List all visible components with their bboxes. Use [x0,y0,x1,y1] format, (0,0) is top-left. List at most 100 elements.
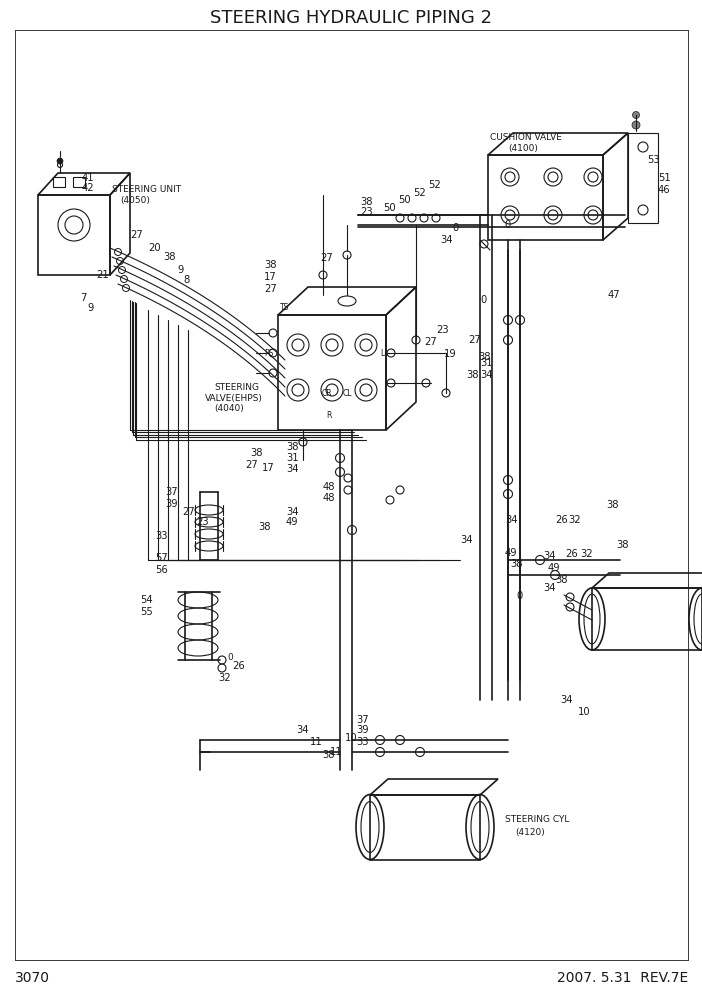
Circle shape [632,121,640,129]
Text: (4040): (4040) [214,404,244,413]
Text: 27: 27 [245,460,258,470]
Text: 33: 33 [356,737,369,747]
Text: 2007. 5.31  REV.7E: 2007. 5.31 REV.7E [557,971,688,985]
Text: 50: 50 [383,203,396,213]
Text: (4120): (4120) [515,828,545,837]
Text: 38: 38 [510,559,522,569]
Text: 31: 31 [480,358,493,368]
Text: TS: TS [280,303,289,311]
Text: 0: 0 [504,220,510,230]
Text: 38: 38 [606,500,618,510]
Text: 48: 48 [323,493,336,503]
Text: 49: 49 [505,548,517,558]
Text: 32: 32 [218,673,231,683]
Text: 51: 51 [658,173,670,183]
Text: 33: 33 [155,531,168,541]
Text: 38: 38 [250,448,263,458]
Text: 10: 10 [578,707,590,717]
Text: R: R [326,411,332,420]
Text: 38: 38 [555,575,567,585]
Text: STEERING: STEERING [214,384,259,393]
Bar [38,195,110,275]
Text: 37: 37 [356,715,369,725]
Text: 38: 38 [616,540,628,550]
Bar [370,795,480,860]
Text: 55: 55 [140,607,153,617]
Text: 34: 34 [286,464,298,474]
Text: CL: CL [343,389,352,398]
Text: 38: 38 [163,252,176,262]
Text: 34: 34 [296,725,308,735]
Text: 0: 0 [452,223,458,233]
Text: 38: 38 [264,260,277,270]
Text: 56: 56 [155,565,168,575]
Bar [53,177,65,187]
Text: (4100): (4100) [508,144,538,153]
Text: 11: 11 [330,747,343,757]
Text: 48: 48 [323,482,336,492]
Text: 19: 19 [444,349,457,359]
Text: 27: 27 [130,230,143,240]
Text: 11: 11 [310,737,323,747]
Text: 27: 27 [468,335,481,345]
Text: 34: 34 [440,235,453,245]
Text: 52: 52 [428,180,441,190]
Text: PS: PS [264,348,273,357]
Bar [488,155,603,240]
Text: 39: 39 [165,499,178,509]
Text: 38: 38 [478,352,491,362]
Text: 23: 23 [360,207,373,217]
Text: 32: 32 [580,549,592,559]
Text: 34: 34 [460,535,472,545]
Text: 38: 38 [286,442,298,452]
Text: 38: 38 [360,197,373,207]
Text: 3070: 3070 [15,971,50,985]
Bar [73,177,85,187]
Text: 31: 31 [286,453,298,463]
Text: 9: 9 [87,303,93,313]
Text: 26: 26 [555,515,568,525]
Text: CR: CR [322,389,332,398]
Text: STEERING CYL: STEERING CYL [505,814,569,823]
Circle shape [57,158,63,164]
Text: 17: 17 [262,463,274,473]
Bar [592,588,702,650]
Text: 0: 0 [480,295,486,305]
Text: 27: 27 [182,507,194,517]
Text: VALVE(EHPS): VALVE(EHPS) [205,394,263,403]
Text: 26: 26 [565,549,578,559]
Text: 49: 49 [548,563,561,573]
Text: 7: 7 [80,293,86,303]
Text: 54: 54 [140,595,152,605]
Text: 42: 42 [82,183,95,193]
Text: 38: 38 [322,750,334,760]
Text: 17: 17 [264,272,277,282]
Text: 0: 0 [516,591,522,601]
Text: 32: 32 [568,515,581,525]
Text: 37: 37 [165,487,178,497]
Text: L: L [380,348,384,357]
Text: 34: 34 [480,370,493,380]
Circle shape [633,111,640,118]
Text: 53: 53 [647,155,660,165]
Text: 57: 57 [155,553,168,563]
Text: 47: 47 [608,290,621,300]
Text: 20: 20 [148,243,161,253]
Text: 23: 23 [196,517,208,527]
Text: 34: 34 [505,515,517,525]
Text: 38: 38 [258,522,270,532]
Text: 46: 46 [658,185,670,195]
Bar [278,315,386,430]
Text: 27: 27 [320,253,333,263]
Text: 23: 23 [436,325,449,335]
Text: 39: 39 [356,725,369,735]
Text: 9: 9 [177,265,183,275]
Text: 52: 52 [413,188,425,198]
Text: 27: 27 [424,337,437,347]
Text: 50: 50 [398,195,411,205]
Text: 8: 8 [183,275,190,285]
Text: 34: 34 [286,507,298,517]
Text: 0: 0 [227,654,233,663]
Text: 34: 34 [543,551,555,561]
Text: 41: 41 [82,173,95,183]
